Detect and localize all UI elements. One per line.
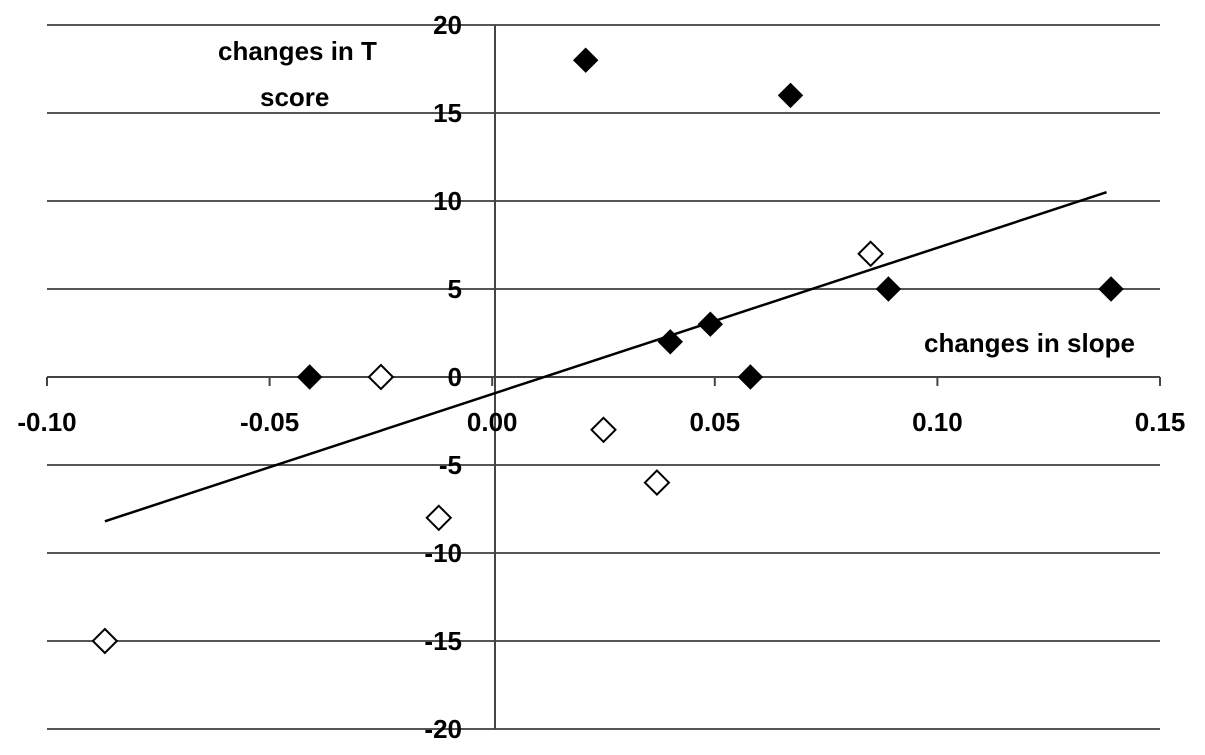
x-tick-label-5: 0.15 [1135, 407, 1186, 437]
axes [46, 25, 1161, 729]
filled-diamond-point-3 [697, 311, 724, 337]
y-tick-label-3: 5 [448, 274, 462, 304]
x-tick-label-4: 0.10 [912, 407, 963, 437]
open-diamond-point-4 [425, 504, 453, 532]
y-tick-label-0: 20 [433, 10, 462, 40]
x-tick-labels: -0.10 -0.05 0.00 0.05 0.10 0.15 [17, 407, 1185, 437]
y-tick-label-8: -20 [424, 714, 462, 744]
y-axis-title-line1: changes in T [218, 36, 377, 66]
open-diamond-point-1 [857, 240, 885, 268]
open-diamond-point-3 [643, 469, 671, 497]
y-tick-label-5: -5 [439, 450, 462, 480]
filled-diamond-point-2 [657, 329, 683, 355]
open-diamond-point-2 [590, 416, 617, 444]
y-tick-label-6: -10 [424, 538, 462, 568]
y-axis-title-line2: score [260, 82, 329, 112]
y-tick-label-4: 0 [448, 362, 462, 392]
data-points [91, 47, 1124, 655]
filled-diamond-point-4 [737, 364, 764, 390]
y-tick-label-1: 15 [433, 98, 462, 128]
x-tick-label-0: -0.10 [17, 407, 76, 437]
open-diamond-point-5 [91, 627, 119, 655]
filled-diamond-point-0 [572, 47, 599, 73]
filled-diamond-point-7 [1098, 276, 1124, 302]
filled-diamond-point-6 [875, 276, 902, 302]
y-tick-label-7: -15 [424, 626, 462, 656]
y-tick-label-2: 10 [433, 186, 462, 216]
x-axis-title: changes in slope [924, 328, 1135, 358]
filled-diamond-point-1 [777, 82, 804, 109]
y-tick-labels: 20 15 10 5 0 -5 -10 -15 -20 [424, 10, 462, 744]
filled-diamond-point-5 [296, 364, 323, 390]
trendline-group [104, 191, 1107, 523]
trendline [104, 191, 1107, 523]
open-diamond-point-0 [367, 363, 395, 391]
gridlines [47, 24, 1160, 730]
x-tick-label-1: -0.05 [240, 407, 299, 437]
x-tick-label-2: 0.00 [467, 407, 518, 437]
x-tick-label-3: 0.05 [689, 407, 740, 437]
